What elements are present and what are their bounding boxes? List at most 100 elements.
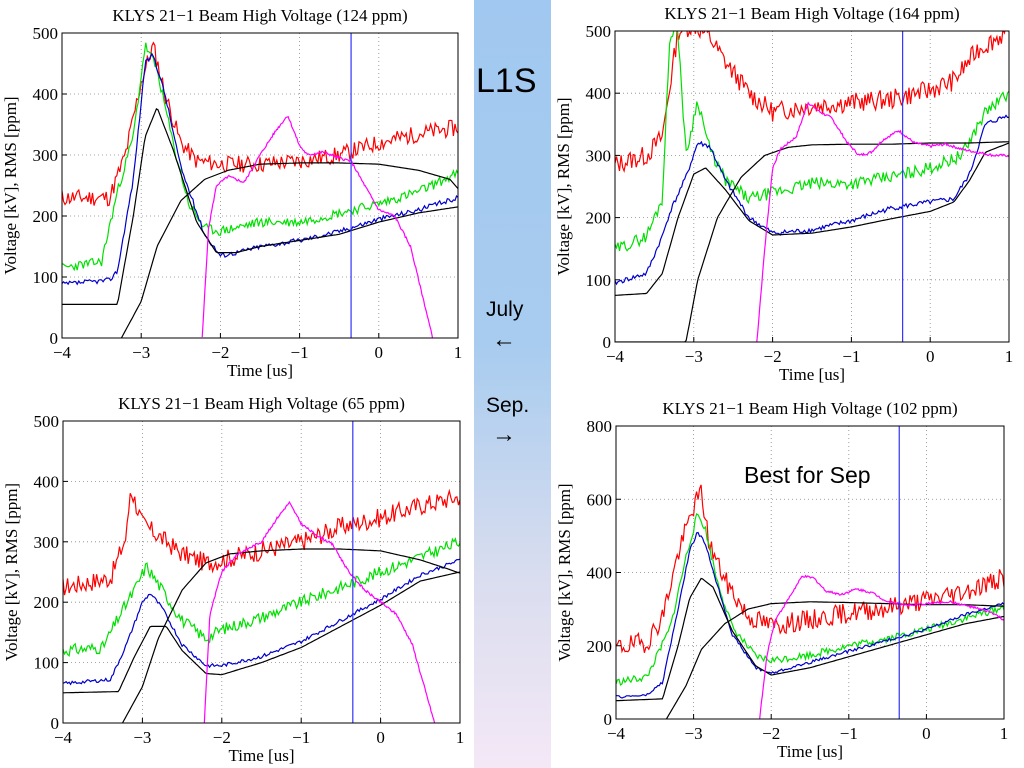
x-tick-label: 1 — [454, 343, 463, 362]
series-red-1 — [62, 41, 458, 207]
y-tick-label: 0 — [604, 710, 613, 729]
series-green-2 — [62, 42, 458, 272]
series-group — [615, 31, 1009, 342]
chart-4: −4 −3 −2 −1 0 1 0 200 400 600 800 KLYS 21−1 Beam Hi… — [555, 399, 1008, 761]
chart-2: −4 −3 −2 −1 0 1 0 100 200 300 400 500 KLYS 21−1 Beam… — [554, 4, 1013, 384]
y-tick-label: 600 — [587, 490, 613, 509]
series-red-1 — [615, 31, 1006, 174]
x-axis-label: Time [us] — [229, 746, 295, 765]
x-tick-label: 0 — [375, 343, 384, 362]
x-axis-label: Time [us] — [777, 742, 843, 761]
chart-3: −4 −3 −2 −1 0 1 0 100 200 300 400 500 KLYS 21−1 Beam… — [2, 394, 464, 765]
chart-title: KLYS 21−1 Beam High Voltage (124 ppm) — [112, 6, 407, 25]
plot-frame — [614, 30, 1010, 343]
plot-area — [63, 421, 460, 723]
x-tick-label: 1 — [456, 728, 465, 747]
series-black-5 — [121, 548, 460, 723]
series-magenta-6 — [756, 101, 1009, 342]
plot-area — [62, 33, 458, 338]
x-axis-label: Time [us] — [779, 365, 845, 384]
july-label: July — [486, 298, 524, 321]
right-arrow-icon: → — [492, 421, 516, 448]
y-tick-label: 400 — [587, 564, 613, 583]
sep-label: Sep. — [486, 394, 530, 417]
x-tick-label: −2 — [762, 724, 780, 743]
series-green-2 — [616, 512, 1004, 686]
x-tick-label: −3 — [685, 347, 703, 366]
series-black-4 — [62, 108, 458, 305]
chart-title: KLYS 21−1 Beam High Voltage (164 ppm) — [664, 4, 959, 23]
x-tick-label: −2 — [764, 347, 782, 366]
x-tick-label: −4 — [607, 724, 626, 743]
x-tick-label: 0 — [376, 728, 385, 747]
y-tick-label: 0 — [50, 329, 59, 348]
y-tick-label: 400 — [34, 472, 60, 491]
y-tick-label: 500 — [586, 22, 612, 41]
plot-frame — [62, 420, 461, 724]
x-tick-label: −1 — [291, 343, 309, 362]
plot-frame — [61, 32, 459, 339]
y-tick-label: 500 — [34, 412, 60, 431]
series-red-1 — [616, 484, 1004, 654]
x-tick-label: 0 — [922, 724, 931, 743]
series-blue-3 — [615, 114, 1009, 286]
series-red-1 — [63, 488, 460, 596]
y-tick-label: 400 — [586, 84, 612, 103]
chart-title: KLYS 21−1 Beam High Voltage (102 ppm) — [662, 399, 957, 418]
y-tick-label: 400 — [33, 85, 59, 104]
x-tick-label: −3 — [685, 724, 703, 743]
x-tick-label: 1 — [1000, 724, 1009, 743]
series-green-2 — [63, 537, 460, 658]
y-tick-label: 300 — [34, 533, 60, 552]
y-tick-label: 100 — [586, 271, 612, 290]
x-tick-label: −3 — [133, 728, 151, 747]
series-black-5 — [615, 141, 1009, 342]
best-for-sep-annotation: Best for Sep — [744, 462, 871, 488]
left-arrow-icon: ← — [492, 326, 516, 353]
x-tick-label: −3 — [132, 343, 150, 362]
series-black-5 — [665, 601, 1004, 719]
y-tick-label: 100 — [34, 654, 60, 673]
y-tick-label: 0 — [603, 333, 612, 352]
series-black-4 — [616, 577, 1004, 702]
y-tick-label: 300 — [33, 146, 59, 165]
x-tick-label: −2 — [213, 728, 231, 747]
x-tick-label: −1 — [840, 724, 858, 743]
series-blue-3 — [62, 52, 458, 286]
series-group — [63, 488, 460, 723]
y-tick-label: 300 — [586, 146, 612, 165]
series-group — [616, 484, 1004, 719]
y-tick-label: 100 — [33, 268, 59, 287]
y-axis-label: Voltage [kV], RMS [ppm] — [1, 96, 20, 274]
x-tick-label: −4 — [53, 343, 72, 362]
x-axis-label: Time [us] — [227, 361, 293, 380]
y-tick-label: 800 — [587, 417, 613, 436]
section-label: L1S — [476, 62, 537, 100]
x-tick-label: 1 — [1005, 347, 1014, 366]
series-magenta-6 — [201, 115, 434, 338]
y-tick-label: 500 — [33, 24, 59, 43]
x-tick-label: 0 — [926, 347, 935, 366]
x-tick-label: −2 — [211, 343, 229, 362]
y-tick-label: 200 — [586, 209, 612, 228]
series-black-4 — [63, 571, 460, 694]
chart-1: −4 −3 −2 −1 0 1 0 100 200 300 400 500 KLYS 21−1 Beam… — [1, 6, 462, 380]
series-green-2 — [615, 31, 1009, 252]
series-blue-3 — [63, 558, 460, 686]
side-banner — [474, 0, 551, 768]
y-tick-label: 200 — [34, 593, 60, 612]
y-axis-label: Voltage [kV], RMS [ppm] — [554, 97, 573, 275]
series-magenta-6 — [759, 574, 1004, 719]
y-tick-label: 200 — [587, 637, 613, 656]
x-tick-label: −4 — [606, 347, 625, 366]
series-blue-3 — [616, 531, 1004, 699]
chart-title: KLYS 21−1 Beam High Voltage (65 ppm) — [118, 394, 405, 413]
plot-area — [615, 31, 1009, 342]
series-black-5 — [120, 162, 458, 338]
y-tick-label: 0 — [51, 714, 60, 733]
x-tick-label: −1 — [842, 347, 860, 366]
y-axis-label: Voltage [kV], RMS [ppm] — [2, 483, 21, 661]
series-black-4 — [615, 142, 1009, 296]
y-tick-label: 200 — [33, 207, 59, 226]
